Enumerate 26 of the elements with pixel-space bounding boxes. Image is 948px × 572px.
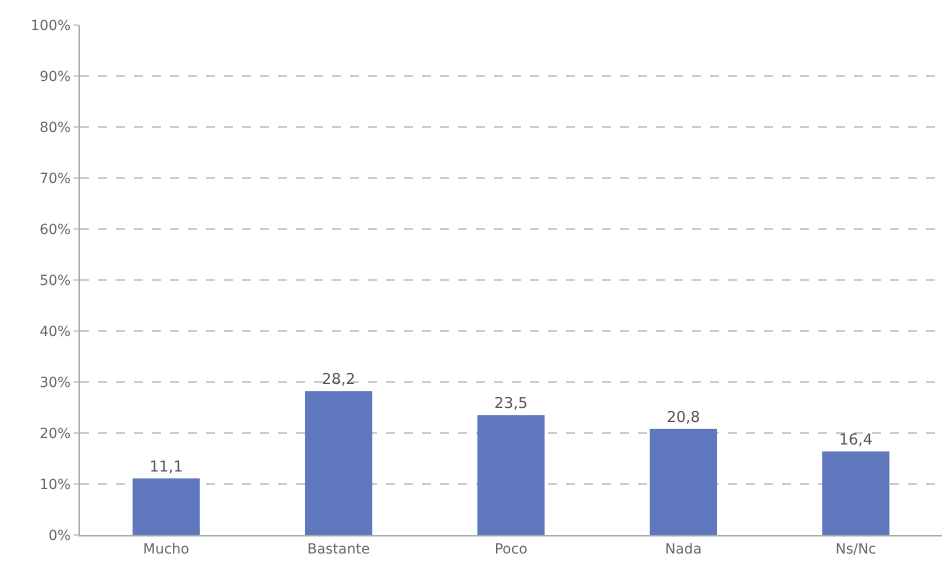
y-tick-label: 70% <box>40 170 71 187</box>
y-tick-label: 60% <box>40 222 71 238</box>
y-tick-label: 30% <box>40 374 71 391</box>
x-tick-label: Mucho <box>143 541 190 558</box>
y-tick-label: 50% <box>40 272 71 289</box>
bar <box>304 391 372 535</box>
data-label: 20,8 <box>666 408 700 426</box>
data-label: 16,4 <box>839 430 873 448</box>
x-tick-label: Ns/Nc <box>835 541 876 558</box>
y-tick-label: 100% <box>30 18 71 34</box>
y-tick-label: 40% <box>40 324 71 340</box>
bar <box>132 478 200 535</box>
data-label: 11,1 <box>149 457 183 476</box>
data-label: 28,2 <box>322 370 356 388</box>
bar <box>650 428 718 535</box>
x-tick-label: Nada <box>665 541 702 558</box>
data-label: 23,5 <box>494 394 528 412</box>
y-tick-label: 20% <box>40 426 71 442</box>
y-tick-label: 90% <box>40 68 71 85</box>
y-tick-label: 10% <box>40 476 71 493</box>
y-tick-label: 80% <box>40 120 71 136</box>
bar <box>822 451 890 535</box>
y-tick-label: 0% <box>48 528 71 544</box>
x-tick-label: Bastante <box>307 541 370 558</box>
x-tick-label: Poco <box>494 541 528 558</box>
bar <box>477 415 545 535</box>
